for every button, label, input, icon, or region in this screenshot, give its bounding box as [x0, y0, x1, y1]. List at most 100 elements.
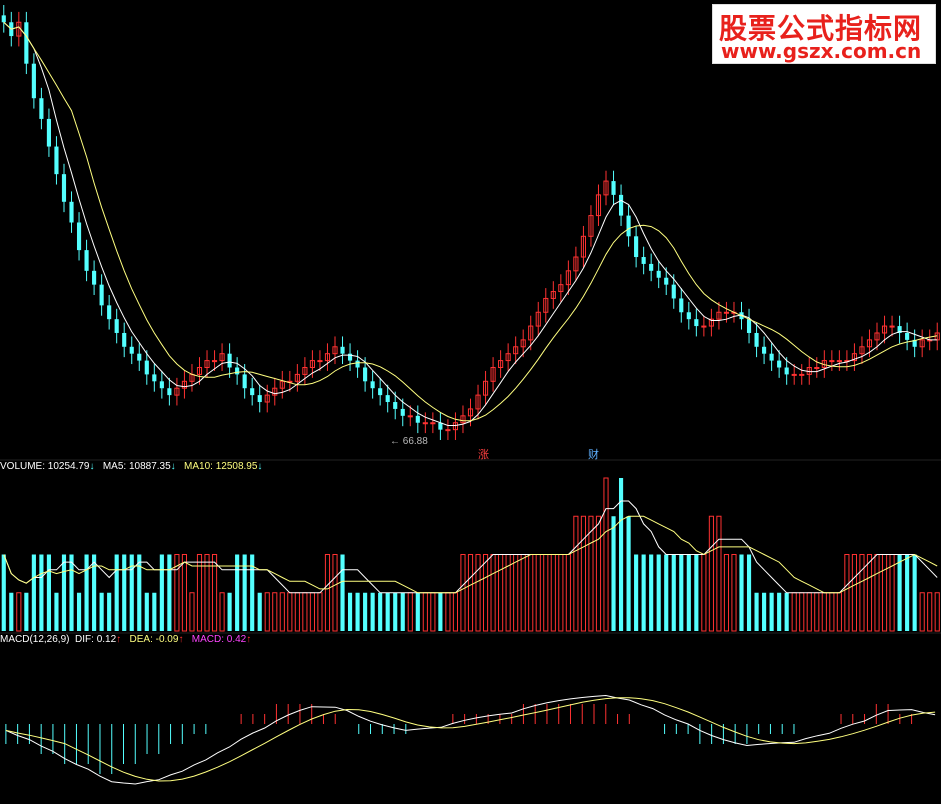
volume-bar-down [634, 554, 639, 631]
volume-bar-down [671, 554, 676, 631]
volume-bar-down [129, 554, 134, 631]
candle-body-up [580, 235, 586, 258]
volume-bar-up [445, 592, 451, 632]
volume-bar-down [152, 592, 157, 631]
volume-bar-down [144, 592, 149, 631]
candle-body-down [784, 367, 789, 375]
volume-bar-down [92, 554, 97, 631]
volume-bar-up [498, 554, 504, 632]
candle-body-up [490, 367, 496, 382]
volume-bar-down [784, 592, 789, 631]
volume-bar-up [565, 554, 571, 632]
candle-body-up [475, 394, 481, 410]
volume-bar-up [219, 592, 225, 632]
candle-body-up [196, 367, 203, 375]
volume-bar-up [264, 592, 270, 632]
volume-bar-down [39, 554, 44, 631]
candle-body-up [498, 360, 504, 369]
candle-body-up [543, 297, 549, 313]
volume-bar-down [679, 554, 684, 631]
volume-bar-down [46, 554, 52, 631]
candle-body-up [791, 373, 797, 376]
volume-bar-down [84, 554, 89, 631]
candle-body-up [181, 380, 188, 389]
volume-bar-down [31, 554, 36, 631]
volume-bar-up [708, 515, 714, 632]
candle-body-up [851, 353, 857, 362]
volume-bar-down [438, 592, 443, 631]
volume-bar-up [520, 554, 526, 632]
candle-body-down [618, 194, 624, 216]
volume-bar-up [279, 592, 285, 632]
candle-body-up [279, 380, 285, 389]
volume-value: VOLUME: 10254.79 [0, 461, 90, 472]
macd-dif-line [5, 694, 936, 785]
candle-body-down [144, 360, 149, 375]
volume-bar-down [250, 554, 255, 631]
volume-bar-down [24, 592, 29, 631]
candle-body-down [400, 408, 405, 416]
volume-bar-up [302, 592, 308, 632]
candle-body-down [897, 326, 902, 333]
candle-body-down [611, 181, 616, 195]
candle-body-up [588, 215, 594, 237]
candle-body-down [227, 353, 232, 368]
event-tag-finance: 财 [588, 449, 599, 461]
candle-body-up [528, 325, 534, 341]
price-low-label: ← 66.88 [390, 436, 428, 447]
candle-body-up [294, 373, 300, 382]
volume-bar-down [257, 592, 262, 631]
candle-body-down [415, 415, 420, 423]
volume-bar-down [385, 592, 390, 631]
candle-body-up [814, 367, 820, 369]
candle-body-down [84, 250, 89, 271]
volume-bar-up [196, 554, 203, 632]
volume-bar-down [769, 592, 774, 631]
macd-value: MACD: 0.42 [191, 634, 247, 645]
candle-body-up [889, 325, 895, 328]
candle-body-down [649, 263, 654, 271]
candle-body-down [671, 284, 676, 299]
volume-bar-down [167, 554, 172, 631]
volume-bar-down [61, 554, 67, 631]
volume-bar-up [407, 592, 413, 632]
candle-body-up [445, 429, 451, 432]
candle-body-down [626, 215, 631, 237]
volume-bar-up [174, 554, 180, 632]
volume-bar-down [641, 554, 646, 631]
volume-bar-up [829, 592, 835, 632]
volume-ma10-line [3, 515, 938, 594]
volume-bar-down [235, 554, 240, 631]
candle-body-up [716, 311, 722, 320]
candle-body-down [905, 332, 910, 340]
volume-bar-down [415, 592, 420, 631]
volume-bar-up [866, 554, 873, 632]
candle-body-down [438, 422, 443, 430]
volume-bar-up [513, 554, 519, 632]
candle-body-down [159, 381, 164, 389]
candle-body-down [641, 257, 646, 264]
candle-body-down [679, 298, 684, 313]
volume-bar-down [912, 554, 917, 631]
volume-bar-up [324, 554, 331, 632]
candle-body-down [99, 284, 104, 306]
volume-bar-up [558, 554, 564, 632]
volume-bar-up [317, 592, 323, 632]
volume-bar-up [881, 554, 888, 632]
volume-bar-up [595, 515, 602, 632]
volume-bar-down [400, 592, 405, 631]
candle-body-up [513, 346, 519, 355]
candle-body-down [634, 236, 639, 258]
candle-body-up [520, 339, 526, 348]
candle-body-down [69, 201, 74, 223]
macd-dea-line [5, 697, 936, 782]
volume-bar-up [731, 554, 737, 632]
volume-bar-down [363, 592, 368, 631]
volume-bar-down [664, 554, 669, 631]
volume-bar-down [370, 592, 375, 631]
volume-bar-down [656, 554, 661, 631]
volume-bar-down [762, 592, 767, 631]
dif-up-icon: ↑ [116, 634, 122, 645]
candle-body-up [452, 422, 459, 431]
